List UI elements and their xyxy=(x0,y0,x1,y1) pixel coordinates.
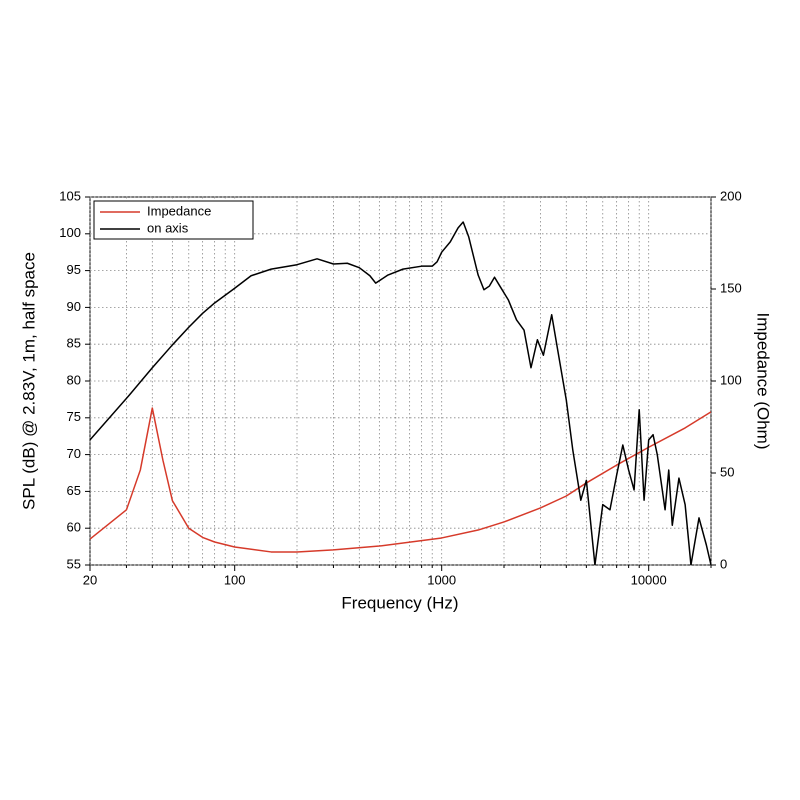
legend-box xyxy=(93,200,254,240)
x-axis-label: Frequency (Hz) xyxy=(341,593,458,612)
legend-label: Impedance xyxy=(147,203,211,218)
y-tick-label: 80 xyxy=(67,372,81,387)
legend-label: on axis xyxy=(147,220,189,235)
series-line xyxy=(90,407,711,553)
y-axis-label: SPL (dB) @ 2.83V, 1m, half space xyxy=(19,252,38,510)
y-tick-label: 60 xyxy=(67,520,81,535)
y-tick-label: 75 xyxy=(67,409,81,424)
y2-tick-label: 0 xyxy=(720,556,727,571)
y2-tick-label: 100 xyxy=(720,372,742,387)
y-tick-label: 65 xyxy=(67,483,81,498)
y2-tick-label: 50 xyxy=(720,464,734,479)
y-tick-label: 55 xyxy=(67,556,81,571)
x-tick-label: 10000 xyxy=(631,572,667,587)
y-tick-label: 70 xyxy=(67,446,81,461)
y2-axis-label: Impedance (Ohm) xyxy=(754,313,773,450)
y-tick-label: 90 xyxy=(67,299,81,314)
y-tick-label: 95 xyxy=(67,262,81,277)
y-tick-label: 105 xyxy=(59,188,81,203)
y-tick-label: 100 xyxy=(59,225,81,240)
x-tick-label: 20 xyxy=(83,572,97,587)
y2-tick-label: 150 xyxy=(720,280,742,295)
y-tick-label: 85 xyxy=(67,336,81,351)
series-line xyxy=(90,221,711,565)
y2-tick-label: 200 xyxy=(720,188,742,203)
x-tick-label: 1000 xyxy=(427,572,456,587)
x-tick-label: 100 xyxy=(224,572,246,587)
